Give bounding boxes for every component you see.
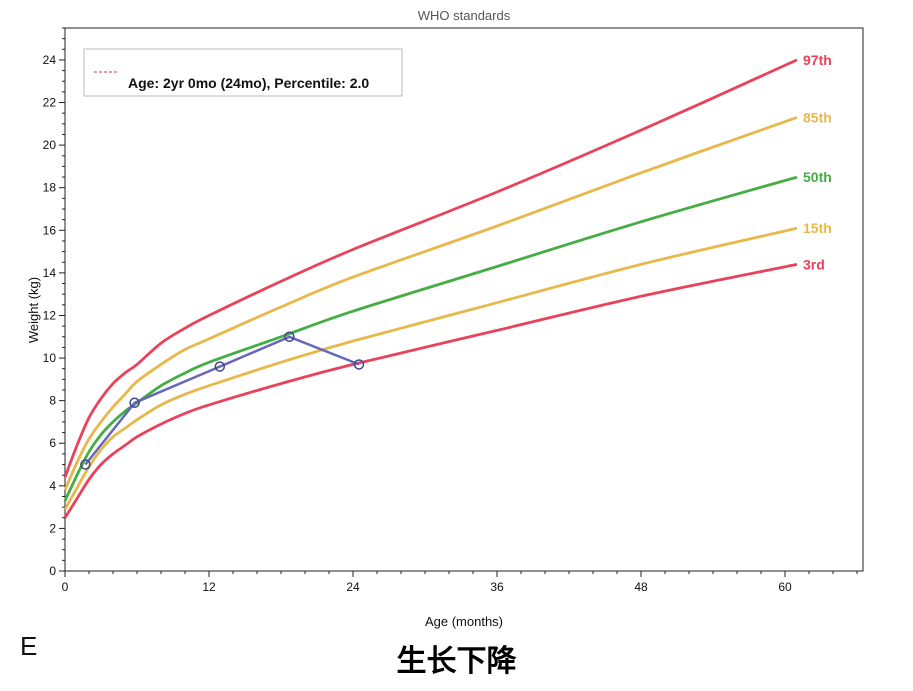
- series-label-97th: 97th: [803, 52, 832, 68]
- figure-caption: 生长下降: [396, 644, 517, 679]
- measurement-point: [353, 359, 365, 370]
- measurement-markers: [80, 331, 365, 470]
- y-tick-label: 18: [43, 181, 57, 195]
- y-tick-label: 2: [49, 521, 56, 535]
- measurement-point: [129, 397, 140, 409]
- series-label-3rd: 3rd: [803, 256, 825, 272]
- measurement-point: [284, 331, 295, 343]
- x-tick-label: 36: [490, 580, 504, 594]
- chart-title: WHO standards: [418, 8, 511, 23]
- y-tick-label: 12: [43, 308, 57, 322]
- y-tick-label: 10: [43, 351, 57, 365]
- plot-frame: [64, 27, 864, 572]
- percentile-line-97th: [63, 58, 798, 478]
- y-tick-label: 16: [43, 223, 57, 237]
- legend: Age: 2yr 0mo (24mo), Percentile: 2.0: [83, 48, 403, 97]
- series-label-15th: 15th: [803, 220, 832, 236]
- measurement-line: [84, 335, 360, 466]
- y-tick-label: 14: [43, 266, 57, 280]
- y-tick-label: 24: [43, 53, 57, 67]
- y-tick-label: 22: [43, 96, 57, 110]
- y-tick-label: 8: [49, 394, 56, 408]
- y-tick-label: 20: [43, 138, 57, 152]
- measurement-point: [214, 361, 226, 372]
- percentile-line-50th: [63, 175, 798, 502]
- series-label-50th: 50th: [803, 169, 832, 185]
- panel-letter: E: [20, 631, 38, 661]
- series-layer: 97th 85th 50th 15th 3rd: [63, 52, 832, 519]
- y-axis-label: Weight (kg): [26, 277, 41, 343]
- x-tick-label: 48: [634, 580, 648, 594]
- y-tick-label: 4: [49, 479, 56, 493]
- y-tick-label: 0: [49, 564, 56, 578]
- legend-box: [83, 48, 403, 97]
- legend-text: Age: 2yr 0mo (24mo), Percentile: 2.0: [128, 75, 369, 91]
- x-tick-label: 0: [62, 580, 69, 594]
- percentile-line-85th: [63, 116, 798, 491]
- y-tick-label: 6: [49, 436, 56, 450]
- plot-area: [64, 27, 864, 572]
- series-label-85th: 85th: [803, 109, 832, 125]
- x-axis-label: Age (months): [425, 614, 503, 629]
- percentile-line-3rd: [63, 263, 798, 519]
- measurement-point: [80, 459, 91, 470]
- percentile-line-15th: [63, 226, 798, 510]
- x-tick-label: 60: [778, 580, 792, 594]
- x-tick-label: 12: [202, 580, 216, 594]
- x-tick-label: 24: [346, 580, 360, 594]
